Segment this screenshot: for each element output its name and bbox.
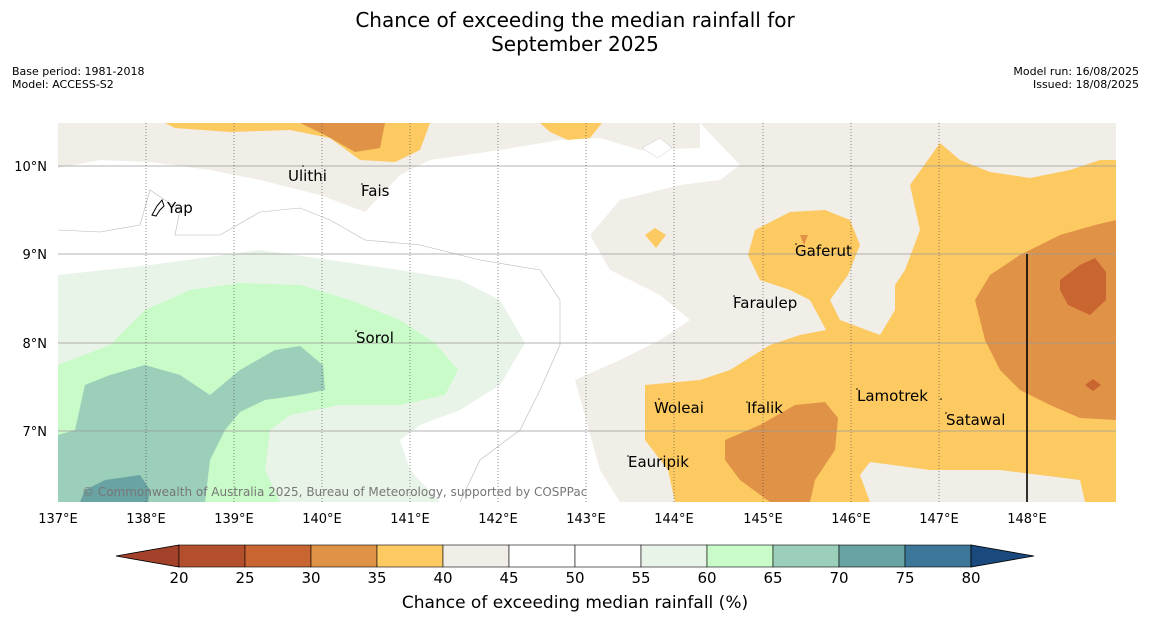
lon-label: 146°E: [831, 512, 871, 527]
place-label: Sorol: [356, 329, 394, 347]
place-label: Satawal: [946, 411, 1005, 429]
lat-labels: 10°N 9°N 8°N 7°N: [14, 160, 47, 440]
colorbar-tick-label: 70: [829, 569, 848, 587]
lon-label: 143°E: [566, 512, 606, 527]
colorbar-bin: [442, 544, 510, 568]
base-period: Base period: 1981-2018: [12, 65, 145, 78]
meta-right: Model run: 16/08/2025 Issued: 18/08/2025: [1013, 65, 1139, 91]
colorbar-bin: [310, 544, 378, 568]
lon-label: 140°E: [302, 512, 342, 527]
contour-lines: [58, 189, 561, 502]
lat-label: 9°N: [23, 248, 48, 263]
colorbar-tick-label: 65: [763, 569, 782, 587]
colorbar-bin: [838, 544, 906, 568]
colorbar-tick-label: 45: [499, 569, 518, 587]
region-35-40-spot: [645, 228, 666, 248]
region-70-75-west: [80, 475, 150, 502]
map-field: [58, 123, 1116, 502]
place-label: Woleai: [654, 399, 704, 417]
region-40-45-north: [58, 123, 700, 212]
colorbar-bin: [640, 544, 708, 568]
region-30-35-spot: [800, 235, 808, 245]
lat-label: 10°N: [14, 160, 47, 175]
place-label: Ulithi: [288, 167, 327, 185]
colorbar-tick-label: 55: [631, 569, 650, 587]
colorbar-extend-low: [115, 544, 180, 568]
lon-label: 148°E: [1007, 512, 1047, 527]
map-title: Chance of exceeding the median rainfall …: [0, 8, 1150, 56]
colorbar-bin: [376, 544, 444, 568]
place-label: Gaferut: [795, 242, 852, 260]
place-label: Lamotrek: [857, 387, 928, 405]
region-25-30-spot: [1085, 379, 1101, 391]
issued-date: Issued: 18/08/2025: [1032, 78, 1139, 91]
gridlines: [58, 123, 1116, 502]
lon-label: 139°E: [214, 512, 254, 527]
region-30-35-south: [725, 402, 838, 502]
model-run: Model run: 16/08/2025: [1013, 65, 1139, 78]
place-labels: Ulithi Fais Yap Gaferut Faraulep Sorol L…: [166, 167, 1005, 471]
lon-label: 138°E: [126, 512, 166, 527]
lon-label: 141°E: [390, 512, 430, 527]
region-white-pocket: [641, 137, 673, 159]
colorbar-tick-label: 80: [961, 569, 980, 587]
lon-label: 137°E: [38, 512, 78, 527]
region-65-70-west: [58, 346, 325, 502]
colorbar-label: Chance of exceeding median rainfall (%): [401, 593, 749, 613]
model-name: Model: ACCESS-S2: [12, 78, 114, 91]
colorbar-bin: [772, 544, 840, 568]
colorbar-tick-label: 60: [697, 569, 716, 587]
yap-island-shape: [151, 198, 165, 217]
lat-label: 8°N: [23, 337, 48, 352]
lon-labels: 137°E 138°E 139°E 140°E 141°E 142°E 143°…: [38, 512, 1047, 527]
colorbar-tick-label: 30: [301, 569, 320, 587]
colorbar-extend-high: [970, 544, 1035, 568]
colorbar-bin: [904, 544, 972, 568]
colorbar-tick-label: 20: [169, 569, 188, 587]
place-dots: [302, 165, 947, 457]
colorbar-tick-label: 50: [565, 569, 584, 587]
region-35-40-north-b: [540, 123, 602, 140]
colorbar-bin: [244, 544, 312, 568]
colorbar-bin: [706, 544, 774, 568]
lat-label: 7°N: [23, 425, 48, 440]
lon-label: 142°E: [478, 512, 518, 527]
colorbar-tick-label: 40: [433, 569, 452, 587]
place-label: Faraulep: [733, 294, 797, 312]
meta-left: Base period: 1981-2018 Model: ACCESS-S2: [12, 65, 144, 91]
region-25-30-core: [1060, 258, 1106, 315]
title-line-1: Chance of exceeding the median rainfall …: [355, 8, 795, 32]
colorbar: 20 25 30 35 40 45 50 55 60 65 70 75 80: [115, 544, 1035, 587]
place-label: Yap: [166, 199, 193, 217]
colorbar-bin: [508, 544, 576, 568]
colorbar-tick-label: 75: [895, 569, 914, 587]
lon-label: 147°E: [919, 512, 959, 527]
region-30-35-north: [300, 123, 385, 152]
colorbar-tick-label: 35: [367, 569, 386, 587]
copyright-text: © Commonwealth of Australia 2025, Bureau…: [82, 485, 587, 499]
colorbar-bin: [178, 544, 246, 568]
region-35-40-east: [645, 143, 1116, 502]
colorbar-tick-label: 25: [235, 569, 254, 587]
lon-label: 144°E: [654, 512, 694, 527]
place-label: Ifalik: [747, 399, 783, 417]
place-label: Fais: [361, 182, 390, 200]
colorbar-bin: [574, 544, 642, 568]
place-label: Eauripik: [628, 453, 689, 471]
lon-label: 145°E: [743, 512, 783, 527]
title-line-2: September 2025: [491, 32, 659, 56]
